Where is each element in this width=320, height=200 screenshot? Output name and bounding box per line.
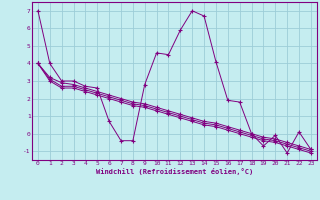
X-axis label: Windchill (Refroidissement éolien,°C): Windchill (Refroidissement éolien,°C) (96, 168, 253, 175)
